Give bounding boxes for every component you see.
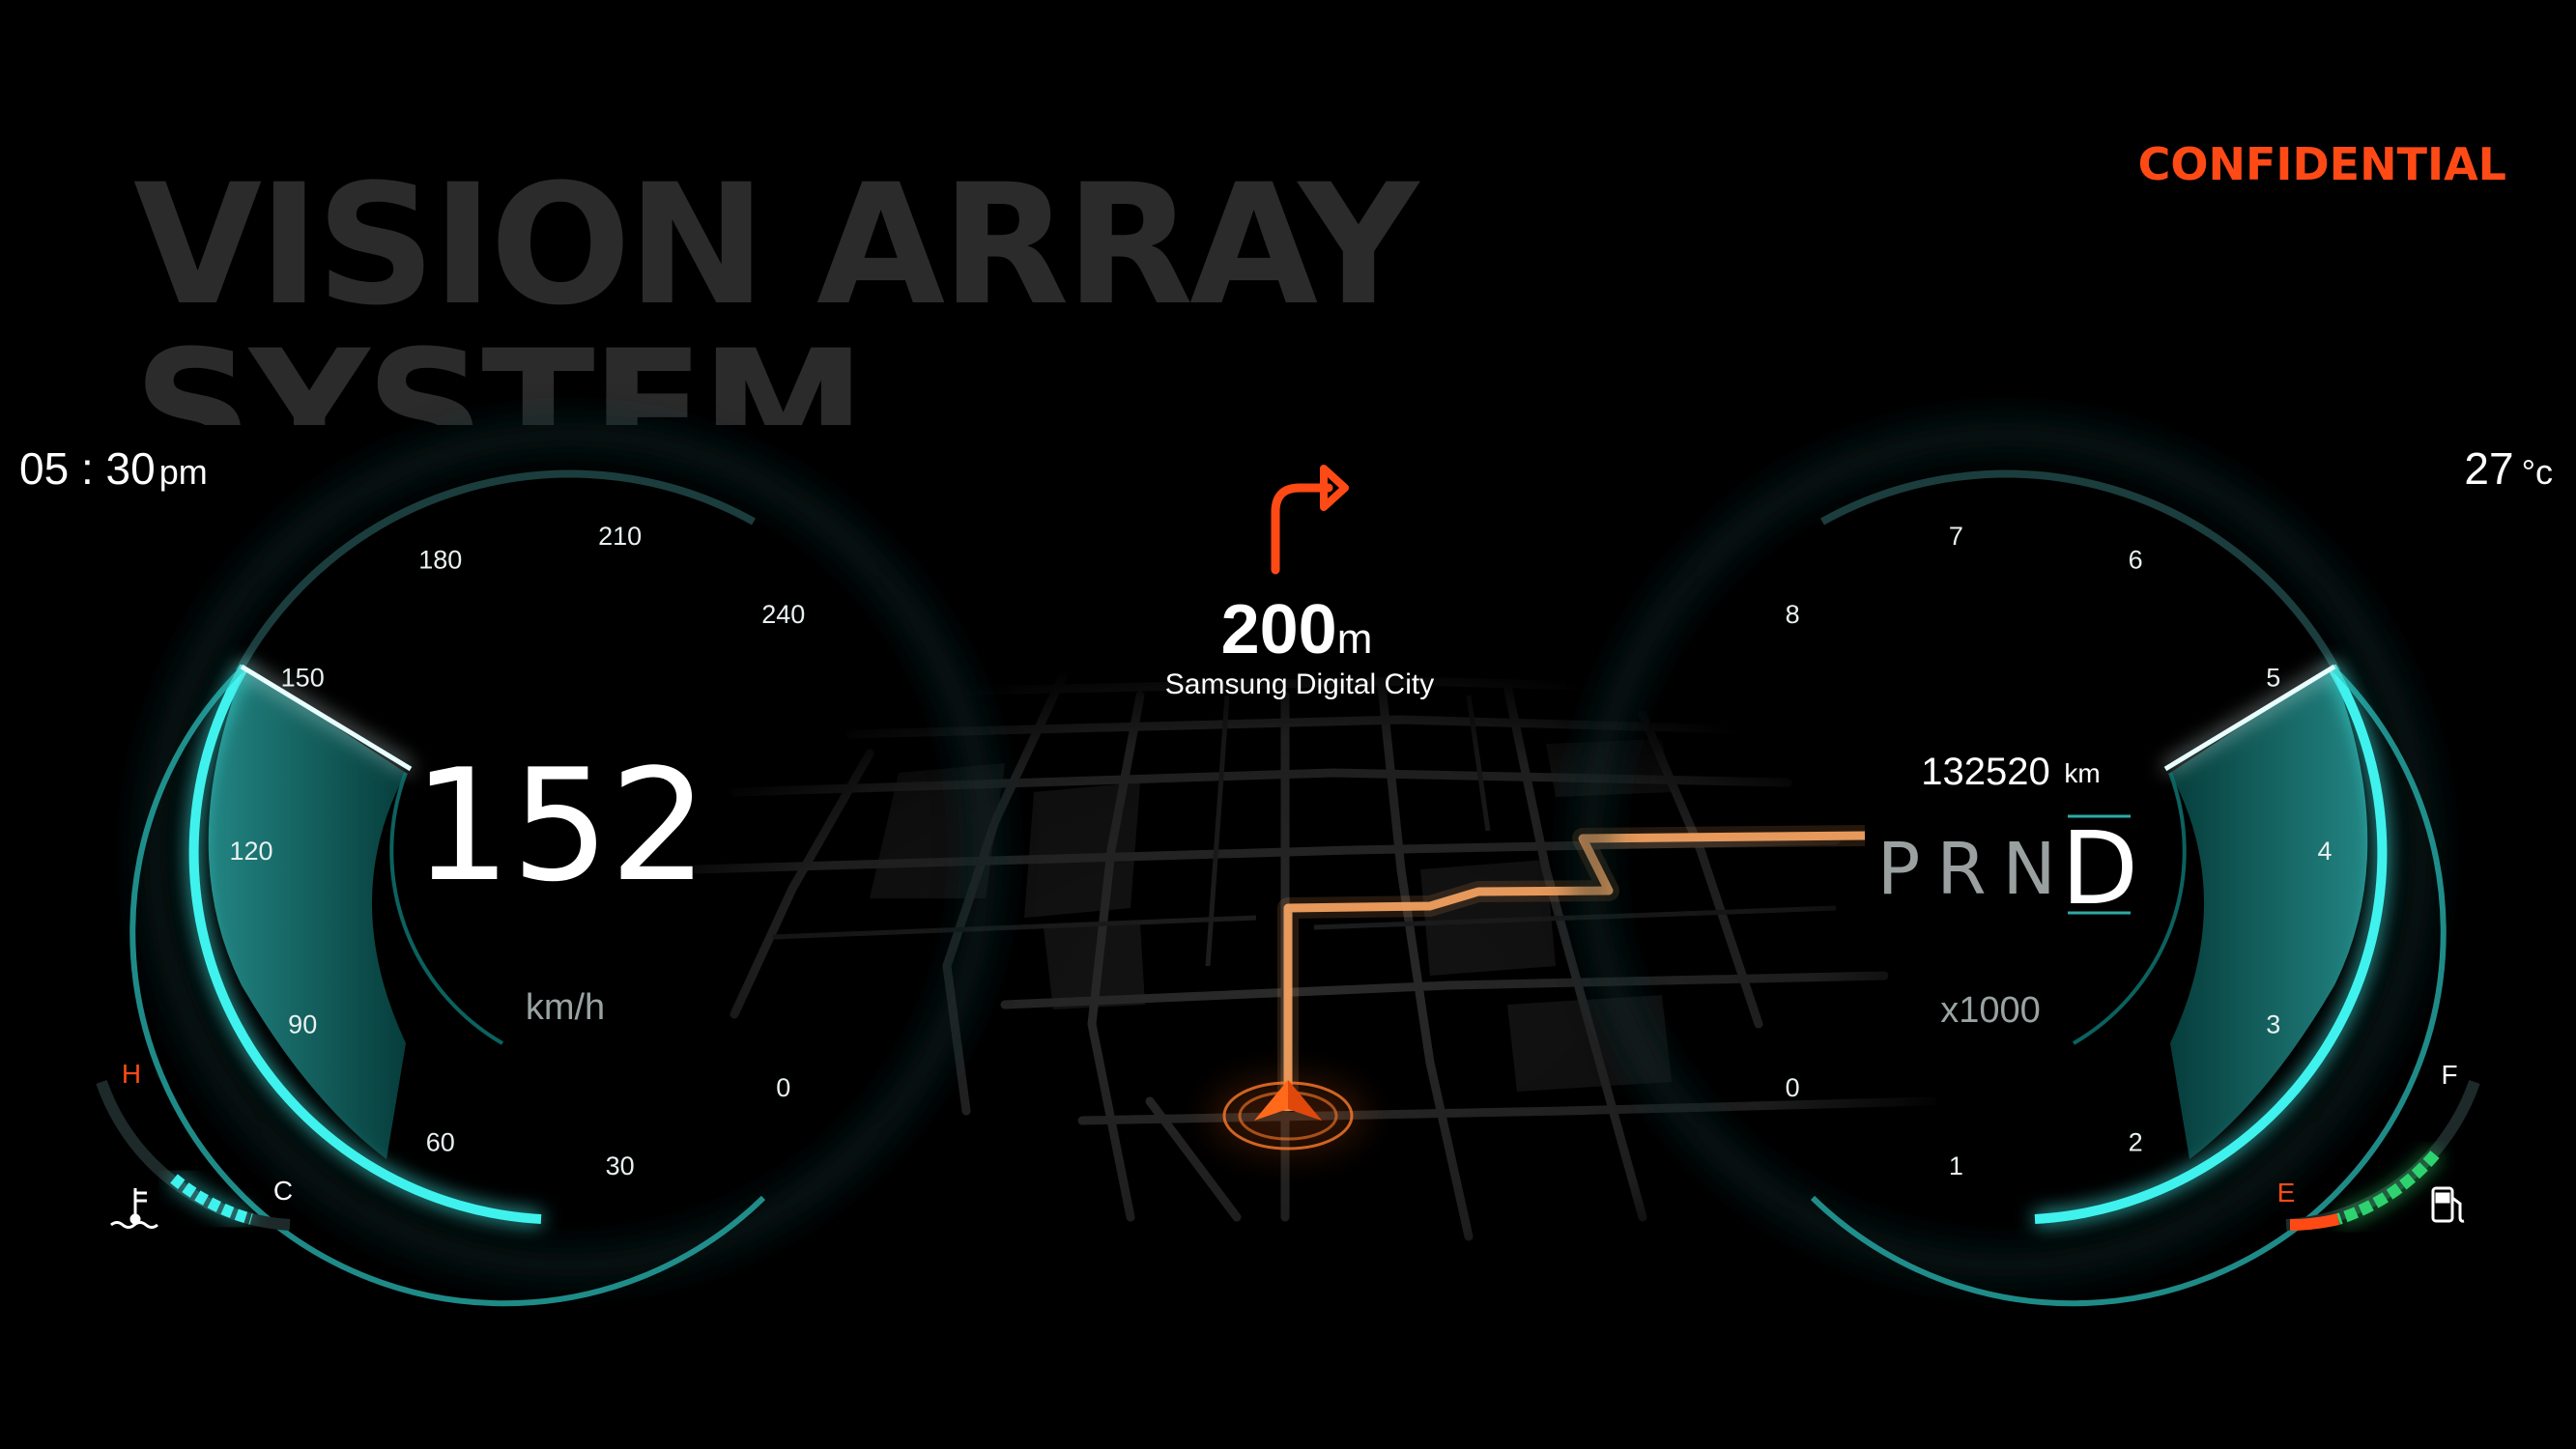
speed-tick-30: 30 <box>606 1151 635 1180</box>
gear-r: R <box>1936 828 1986 911</box>
rpm-tick-3: 3 <box>2266 1010 2280 1039</box>
speed-tick-90: 90 <box>288 1010 317 1039</box>
tachometer: 0 1 2 3 4 5 6 7 8 132520 km x1000 <box>1576 420 2447 1307</box>
headline-line-2: SYSTEM <box>133 314 866 426</box>
turn-instruction: 200m Samsung Digital City <box>1165 465 1434 700</box>
vehicle-position-icon <box>1211 1077 1365 1154</box>
confidential-label: CONFIDENTIAL <box>2137 138 2506 190</box>
speedometer: 0 30 60 90 120 150 180 210 240 152 km/h <box>129 420 1000 1307</box>
temperature-unit: °c <box>2521 452 2553 492</box>
fuel-gauge: F E <box>2277 1060 2480 1231</box>
gear-selector: P R N D <box>1877 810 2138 927</box>
rpm-tick-4: 4 <box>2317 837 2332 866</box>
odometer-value: 132520 <box>1921 751 2049 793</box>
fuel-pump-icon <box>2431 1186 2465 1223</box>
rpm-tick-1: 1 <box>1949 1151 1963 1180</box>
rpm-tick-8: 8 <box>1786 600 1800 629</box>
speed-tick-210: 210 <box>598 522 642 551</box>
gear-active: D <box>2061 810 2138 927</box>
temperature-gauge: H C <box>96 1059 293 1231</box>
speed-unit: km/h <box>526 987 605 1028</box>
fuel-empty-label: E <box>2277 1178 2296 1208</box>
speed-tick-240: 240 <box>761 600 805 629</box>
turn-distance: 200m <box>1221 591 1373 668</box>
odometer-unit: km <box>2064 758 2100 788</box>
rpm-tick-2: 2 <box>2129 1128 2143 1157</box>
headline-line-1: VISION ARRAY <box>133 162 1418 342</box>
headline: VISION ARRAY SYSTEM <box>133 162 1486 425</box>
outside-temperature: 27 °c <box>2464 442 2553 495</box>
gear-p: P <box>1877 828 1921 911</box>
temp-cold-label: C <box>273 1176 293 1206</box>
turn-right-arrow-icon <box>1271 465 1349 575</box>
street-name: Samsung Digital City <box>1165 668 1434 700</box>
rpm-tick-6: 6 <box>2129 546 2143 575</box>
gear-n: N <box>2002 828 2055 911</box>
rpm-tick-0: 0 <box>1786 1073 1800 1102</box>
coolant-temperature-icon <box>110 1188 158 1229</box>
rpm-tick-7: 7 <box>1949 522 1963 551</box>
clock-ampm: pm <box>158 452 208 492</box>
rpm-unit: x1000 <box>1940 990 2041 1031</box>
speed-tick-0: 0 <box>776 1073 790 1102</box>
temp-hot-label: H <box>122 1059 141 1089</box>
clock: 05 : 30 pm <box>19 442 208 495</box>
clock-time: 05 : 30 <box>19 443 156 494</box>
fuel-full-label: F <box>2441 1060 2457 1090</box>
speed-tick-180: 180 <box>418 546 462 575</box>
speed-tick-60: 60 <box>426 1128 455 1157</box>
speed-tick-150: 150 <box>281 663 325 692</box>
rpm-tick-5: 5 <box>2266 663 2280 692</box>
temperature-value: 27 <box>2464 443 2514 494</box>
speed-tick-120: 120 <box>229 837 272 866</box>
speed-readout: 152 <box>413 735 707 916</box>
